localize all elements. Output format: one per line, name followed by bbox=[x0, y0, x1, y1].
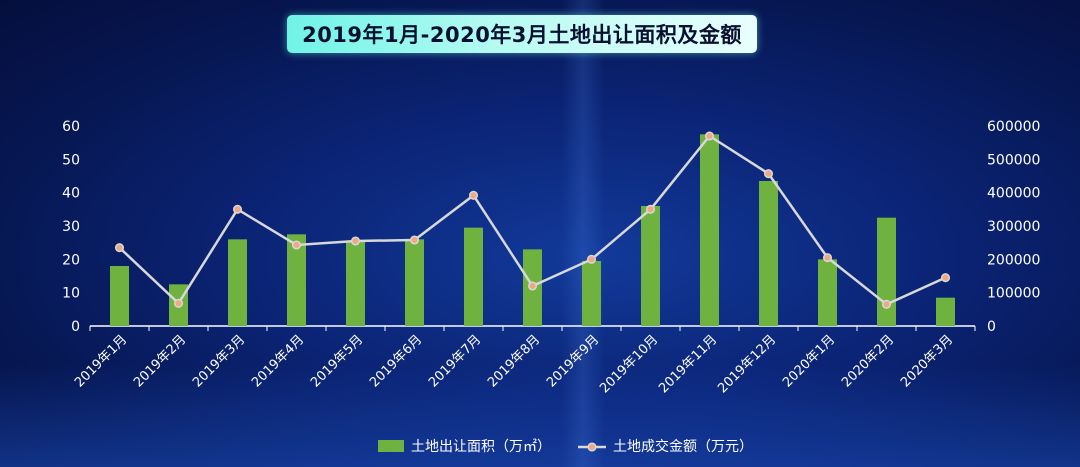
line-point bbox=[350, 236, 361, 246]
line-point bbox=[881, 299, 892, 309]
bar bbox=[346, 241, 365, 326]
title-banner: 2019年1月-2020年3月土地出让面积及金额 bbox=[287, 15, 757, 53]
x-tick-label: 2020年1月 bbox=[780, 332, 838, 390]
x-tick-label: 2019年12月 bbox=[715, 332, 779, 396]
x-tick-label: 2019年7月 bbox=[426, 332, 484, 390]
x-tick-label: 2019年11月 bbox=[656, 332, 720, 396]
legend-label-amount: 土地成交金额（万元） bbox=[613, 438, 753, 455]
x-tick-label: 2019年2月 bbox=[131, 332, 189, 390]
bars-group bbox=[110, 134, 955, 326]
line-point bbox=[114, 243, 125, 253]
y-left-tick-label: 50 bbox=[62, 152, 80, 168]
y-left-tick-label: 0 bbox=[71, 319, 80, 335]
y-left-tick-label: 60 bbox=[62, 119, 80, 135]
bar bbox=[759, 181, 778, 326]
x-tick-label: 2019年8月 bbox=[485, 332, 543, 390]
line-point bbox=[468, 190, 479, 200]
legend: 土地出让面积（万㎡） 土地成交金额（万元） bbox=[378, 438, 753, 455]
line-point bbox=[704, 131, 715, 141]
y-right-tick-label: 400000 bbox=[987, 186, 1040, 202]
y-left-tick-label: 30 bbox=[62, 219, 80, 235]
bar bbox=[464, 227, 483, 326]
line-point bbox=[527, 281, 538, 291]
y-right-tick-label: 200000 bbox=[987, 252, 1040, 268]
x-tick-label: 2019年5月 bbox=[308, 332, 366, 390]
legend-label-area: 土地出让面积（万㎡） bbox=[411, 439, 551, 455]
bar bbox=[818, 259, 837, 326]
bar bbox=[582, 261, 601, 326]
bar bbox=[877, 217, 896, 326]
bar bbox=[287, 234, 306, 326]
line-point bbox=[173, 298, 184, 308]
y-left-tick-label: 10 bbox=[62, 286, 80, 302]
x-tick-label: 2019年10月 bbox=[597, 332, 661, 396]
legend-swatch-marker bbox=[587, 442, 597, 452]
y-left-tick-label: 20 bbox=[62, 252, 80, 268]
legend-swatch-bar bbox=[378, 440, 404, 452]
x-tick-label: 2019年3月 bbox=[190, 332, 248, 390]
y-right-tick-label: 600000 bbox=[987, 119, 1040, 135]
bar bbox=[936, 297, 955, 326]
bar bbox=[641, 206, 660, 326]
line-point bbox=[409, 235, 420, 245]
bar bbox=[228, 239, 247, 326]
x-tick-label: 2019年1月 bbox=[72, 332, 130, 390]
y-right-tick-label: 300000 bbox=[987, 219, 1040, 235]
line-group bbox=[114, 131, 951, 309]
y-right-tick-label: 500000 bbox=[987, 152, 1040, 168]
line-point bbox=[940, 273, 951, 283]
line-point bbox=[586, 254, 597, 264]
bar bbox=[700, 134, 719, 326]
bar bbox=[110, 266, 129, 326]
bar bbox=[405, 239, 424, 326]
y-left-tick-label: 40 bbox=[62, 186, 80, 202]
line-point bbox=[291, 240, 302, 250]
line-point bbox=[645, 204, 656, 214]
y-right-tick-label: 100000 bbox=[987, 286, 1040, 302]
y-right-tick-label: 0 bbox=[987, 319, 996, 335]
line-point bbox=[232, 204, 243, 214]
line-point bbox=[763, 169, 774, 179]
line-point bbox=[822, 253, 833, 263]
chart-title: 2019年1月-2020年3月土地出让面积及金额 bbox=[302, 23, 742, 47]
x-tick-label: 2019年6月 bbox=[367, 332, 425, 390]
x-tick-label: 2019年9月 bbox=[544, 332, 602, 390]
x-tick-label: 2019年4月 bbox=[249, 332, 307, 390]
x-tick-label: 2020年2月 bbox=[839, 332, 897, 390]
x-tick-label: 2020年3月 bbox=[898, 332, 956, 390]
